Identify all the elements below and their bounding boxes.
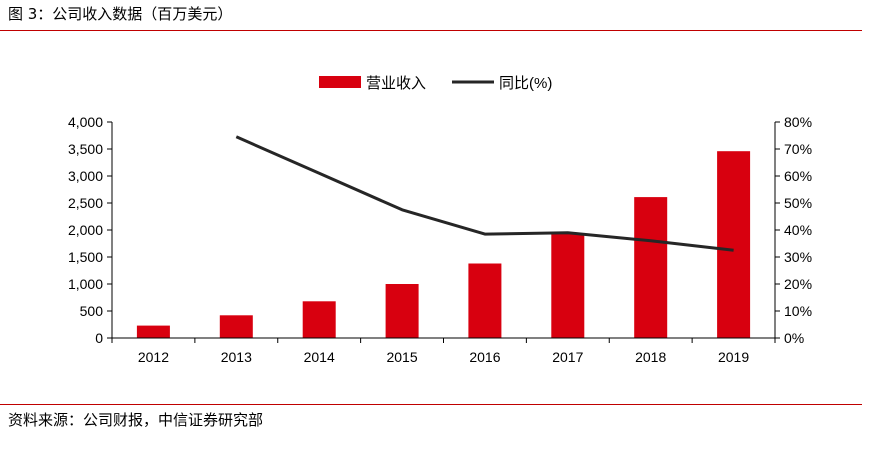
y-left-tick-label: 1,500	[68, 249, 103, 265]
y-right-tick-label: 70%	[784, 141, 812, 157]
x-tick-label: 2014	[304, 349, 335, 365]
top-rule	[0, 30, 862, 31]
x-tick-label: 2017	[552, 349, 583, 365]
revenue-bar-2017	[551, 233, 585, 338]
x-tick-label: 2016	[469, 349, 500, 365]
revenue-bar-2012	[136, 325, 170, 338]
bottom-rule	[0, 404, 862, 405]
figure-title: 图 3：公司收入数据（百万美元）	[8, 5, 233, 23]
y-right-tick-label: 50%	[784, 195, 812, 211]
revenue-bar-2019	[717, 151, 751, 338]
legend-swatch-revenue	[319, 76, 361, 88]
revenue-bar-2014	[302, 301, 336, 338]
y-right-tick-label: 30%	[784, 249, 812, 265]
y-right-tick-label: 80%	[784, 114, 812, 130]
y-right-tick-label: 10%	[784, 303, 812, 319]
y-left-tick-label: 500	[80, 303, 104, 319]
bar-series	[136, 151, 751, 338]
y-right-tick-label: 0%	[784, 330, 804, 346]
y-left-tick-label: 3,000	[68, 168, 103, 184]
y-left-tick-label: 0	[95, 330, 103, 346]
source-note: 资料来源：公司财报，中信证券研究部	[8, 411, 264, 429]
revenue-bar-2016	[468, 263, 502, 338]
axes: 0 500 1,000 1,500 2,000 2,500 3,000 3,500 4,000 0…	[68, 114, 812, 365]
revenue-bar-2015	[385, 284, 419, 338]
y-right-tick-label: 60%	[784, 168, 812, 184]
x-tick-label: 2012	[138, 349, 169, 365]
x-tick-label: 2019	[718, 349, 749, 365]
line-series	[235, 135, 734, 252]
y-left-tick-label: 2,500	[68, 195, 103, 211]
y-left-tick-label: 3,500	[68, 141, 103, 157]
y-left-tick-label: 1,000	[68, 276, 103, 292]
legend: 营业收入 同比(%)	[319, 75, 552, 92]
legend-label-yoy: 同比(%)	[499, 75, 552, 92]
revenue-chart: 营业收入 同比(%) 0 500 1,000 1,500 2,000 2,500 3,000…	[68, 75, 812, 365]
revenue-bar-2013	[219, 315, 253, 338]
x-tick-label: 2013	[221, 349, 252, 365]
y-right-tick-label: 40%	[784, 222, 812, 238]
y-right-tick-label: 20%	[784, 276, 812, 292]
x-tick-label: 2015	[386, 349, 417, 365]
legend-label-revenue: 营业收入	[366, 75, 426, 92]
y-left-tick-label: 4,000	[68, 114, 103, 130]
y-left-tick-label: 2,000	[68, 222, 103, 238]
x-tick-label: 2018	[635, 349, 666, 365]
revenue-bar-2018	[634, 197, 668, 338]
